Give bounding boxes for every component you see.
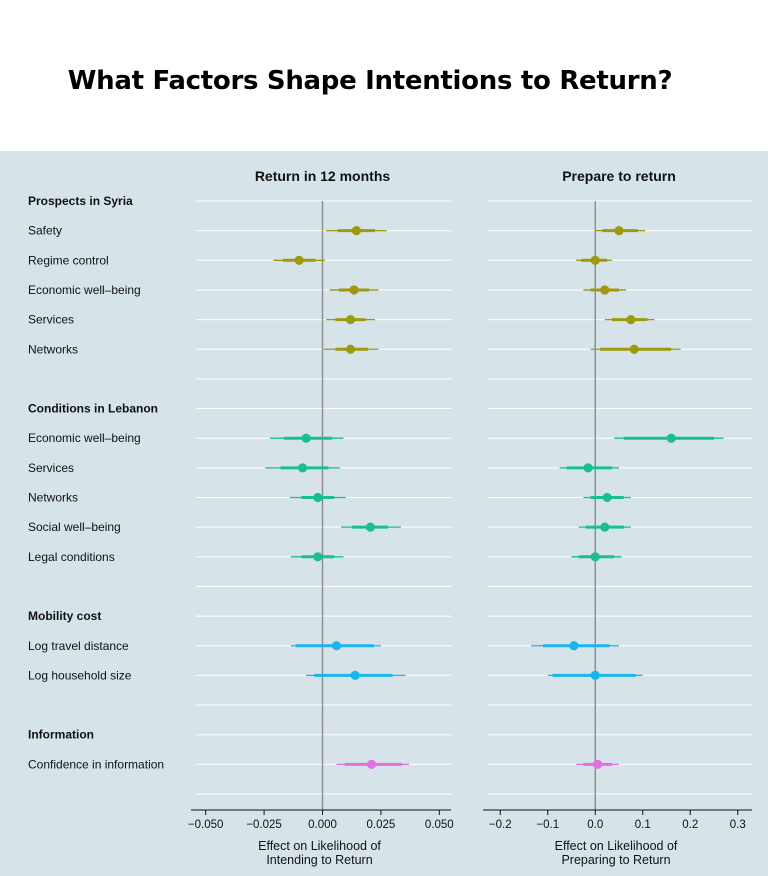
row-label: Economic well–being [28,283,141,297]
group-header-label: Conditions in Lebanon [28,402,158,416]
point-estimate [351,226,361,236]
x-tick-label: 0.1 [635,819,651,831]
point-estimate [345,315,356,325]
point-estimate [298,463,308,473]
point-estimate [365,522,375,532]
x-tick-label: −0.1 [536,819,559,831]
point-estimate [313,552,323,562]
x-tick-label: 0.050 [425,819,454,831]
row-label: Legal conditions [28,550,115,564]
group-header-label: Information [28,728,94,742]
row-label: Log household size [28,668,132,682]
x-tick-label: 0.000 [308,819,337,831]
point-estimate [583,463,593,473]
panel-title: Prepare to return [562,168,676,184]
x-tick-label: −0.025 [246,819,282,831]
point-estimate [600,522,610,532]
point-estimate [626,315,636,325]
point-estimate [345,344,356,354]
x-axis-label: Intending to Return [266,853,372,867]
point-estimate [294,255,304,265]
x-tick-label: 0.0 [587,819,603,831]
point-estimate [569,641,579,651]
point-estimate [602,492,612,503]
x-axis-label: Effect on Likelihood of [258,839,381,853]
group-header-label: Mobility cost [28,609,101,623]
row-label: Social well–being [28,520,121,534]
x-tick-label: −0.050 [188,819,224,831]
point-estimate [590,552,600,562]
point-estimate [331,641,342,651]
x-tick-label: 0.2 [682,819,698,831]
point-estimate [593,759,603,769]
x-axis-label: Effect on Likelihood of [555,839,678,853]
point-estimate [590,670,600,681]
row-label: Economic well–being [28,431,141,445]
row-label: Safety [28,224,62,238]
group-header-label: Prospects in Syria [28,194,133,208]
x-tick-label: 0.025 [367,819,396,831]
x-tick-label: 0.3 [730,819,746,831]
row-label: Services [28,461,74,475]
point-estimate [629,344,639,354]
point-estimate [349,285,359,295]
x-tick-label: −0.2 [489,819,512,831]
point-estimate [350,670,360,681]
chart-background [0,151,768,876]
row-label: Regime control [28,253,109,267]
row-label: Confidence in information [28,757,164,771]
row-label: Networks [28,491,78,505]
x-axis-label: Preparing to Return [561,853,670,867]
point-estimate [614,226,624,236]
row-label: Networks [28,342,78,356]
panel-title: Return in 12 months [255,168,391,184]
point-estimate [313,492,323,503]
row-label: Log travel distance [28,639,129,653]
point-estimate [590,255,600,265]
point-estimate [666,433,676,443]
point-estimate [600,285,610,295]
point-estimate [366,759,377,769]
point-estimate [301,433,311,443]
page-title: What Factors Shape Intentions to Return? [67,66,673,96]
row-label: Services [28,313,74,327]
